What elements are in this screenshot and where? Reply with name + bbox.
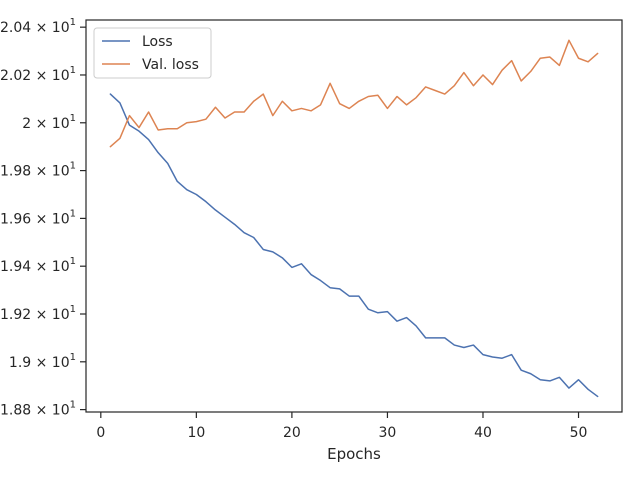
x-tick-label: 20 (283, 425, 301, 441)
y-axis-ticks: 1.88 × 101 1.9 × 101 1.92 × 101 1.94 × 101 1… (0, 17, 86, 419)
y-tick-label: 2 × 101 (22, 113, 76, 132)
x-axis-label: Epochs (327, 445, 381, 463)
y-tick-label: 1.96 × 101 (0, 208, 76, 227)
x-tick-label: 0 (96, 425, 105, 441)
y-tick-label: 2.04 × 101 (0, 17, 76, 36)
x-tick-label: 40 (474, 425, 492, 441)
plot-frame (85, 19, 623, 413)
legend: Loss Val. loss (93, 27, 212, 79)
x-tick-label: 50 (570, 425, 588, 441)
series-line-loss (109, 93, 599, 398)
legend-label-loss: Loss (142, 34, 173, 50)
legend-label-val-loss: Val. loss (142, 57, 199, 73)
series-lines (109, 39, 599, 398)
x-tick-label: 30 (379, 425, 397, 441)
y-tick-label: 1.9 × 101 (9, 352, 76, 371)
y-tick-label: 1.94 × 101 (0, 256, 76, 275)
y-tick-label: 1.88 × 101 (0, 400, 76, 419)
y-tick-label: 1.98 × 101 (0, 161, 76, 180)
y-tick-label: 1.92 × 101 (0, 304, 76, 323)
y-tick-label: 2.02 × 101 (0, 65, 76, 84)
x-tick-label: 10 (187, 425, 205, 441)
series-line-val-loss (109, 39, 599, 148)
x-axis-ticks: 0 10 20 30 40 50 (96, 412, 587, 441)
